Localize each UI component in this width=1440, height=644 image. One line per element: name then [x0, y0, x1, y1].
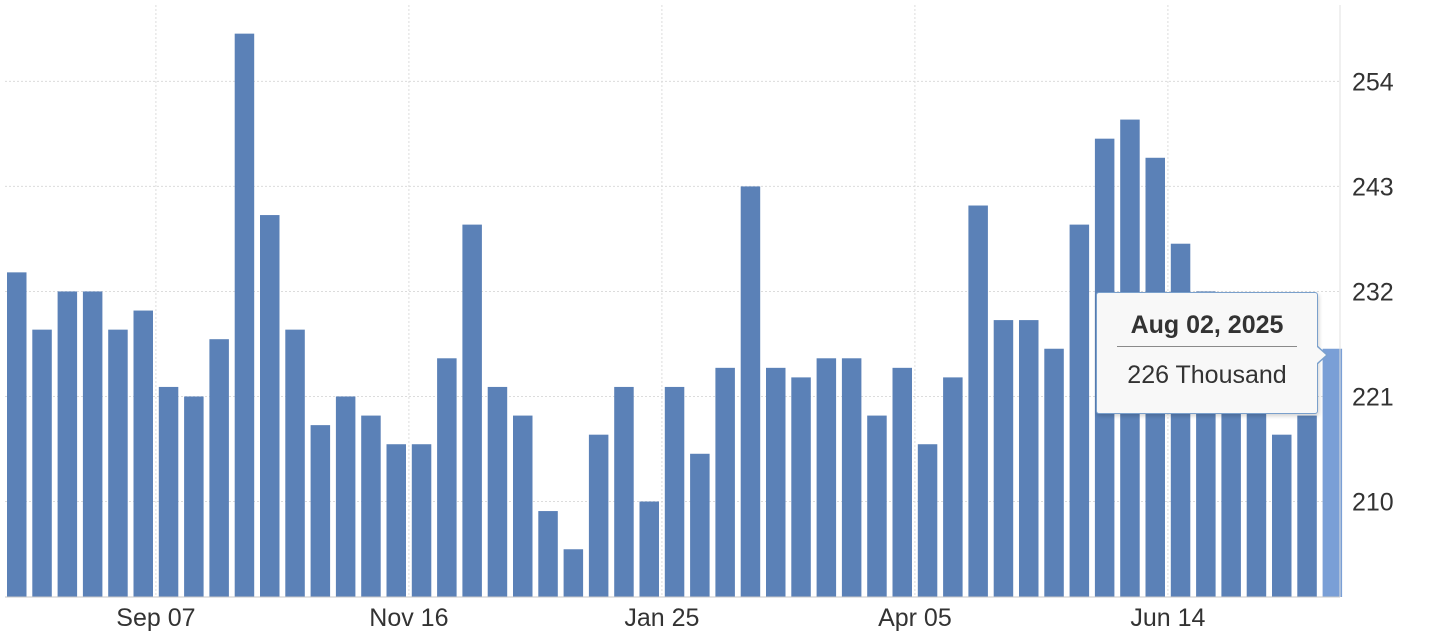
bar[interactable]: [411, 444, 432, 597]
x-tick-label: Apr 05: [878, 604, 952, 632]
bar[interactable]: [588, 434, 609, 597]
bar[interactable]: [209, 339, 229, 597]
bar[interactable]: [158, 386, 179, 597]
bar[interactable]: [690, 453, 710, 597]
bar[interactable]: [82, 291, 103, 597]
bar[interactable]: [1246, 367, 1267, 597]
bar[interactable]: [487, 386, 508, 597]
bar[interactable]: [1272, 434, 1292, 597]
y-tick-label: 210: [1352, 489, 1394, 517]
bar[interactable]: [943, 377, 963, 597]
bar[interactable]: [386, 444, 407, 597]
bar[interactable]: [664, 386, 685, 597]
bar[interactable]: [108, 329, 128, 597]
bar[interactable]: [892, 367, 913, 597]
bar[interactable]: [715, 367, 735, 597]
bar[interactable]: [968, 205, 988, 598]
bar[interactable]: [361, 415, 381, 597]
bar[interactable]: [184, 396, 204, 597]
bar[interactable]: [437, 358, 457, 597]
bar-highlighted[interactable]: [1322, 348, 1343, 597]
data-tooltip: Aug 02, 2025 226 Thousand: [1096, 292, 1328, 414]
x-tick-label: Jan 25: [624, 604, 699, 632]
bar[interactable]: [841, 358, 862, 597]
x-axis-labels: Sep 07 Nov 16 Jan 25 Apr 05 Jun 14: [116, 604, 1205, 632]
y-tick-label: 232: [1352, 278, 1394, 306]
bar[interactable]: [766, 367, 786, 597]
bar[interactable]: [538, 511, 558, 597]
bar[interactable]: [563, 549, 584, 597]
x-tick-label: Nov 16: [369, 604, 448, 632]
x-tick-label: Sep 07: [116, 604, 195, 632]
bar[interactable]: [917, 444, 938, 597]
bar[interactable]: [639, 501, 660, 597]
axes: [5, 5, 1341, 598]
bar[interactable]: [816, 358, 837, 597]
y-tick-label: 254: [1352, 68, 1394, 96]
bar[interactable]: [791, 377, 811, 597]
x-tick-label: Jun 14: [1130, 604, 1205, 632]
bar[interactable]: [57, 291, 78, 597]
bar[interactable]: [234, 33, 255, 598]
tooltip-date: Aug 02, 2025: [1117, 311, 1297, 347]
bar[interactable]: [285, 329, 305, 597]
y-tick-label: 243: [1352, 173, 1394, 201]
bar[interactable]: [1297, 415, 1317, 597]
bars: [7, 33, 1343, 598]
bar[interactable]: [7, 272, 27, 597]
bar[interactable]: [513, 415, 533, 597]
bar[interactable]: [1069, 224, 1090, 597]
bar[interactable]: [1019, 320, 1039, 597]
y-tick-label: 221: [1352, 383, 1394, 411]
bar[interactable]: [462, 224, 482, 597]
bar[interactable]: [993, 320, 1014, 597]
bar[interactable]: [740, 186, 761, 597]
bar[interactable]: [32, 329, 52, 597]
bar[interactable]: [335, 396, 356, 597]
bar[interactable]: [614, 386, 634, 597]
bar[interactable]: [1044, 348, 1064, 597]
bar[interactable]: [867, 415, 887, 597]
bar[interactable]: [133, 310, 154, 597]
y-axis-labels: 210 221 232 243 254: [1352, 68, 1394, 516]
tooltip-pointer-fill: [1317, 347, 1326, 363]
tooltip-value: 226 Thousand: [1127, 361, 1287, 389]
bar[interactable]: [260, 215, 280, 597]
bar[interactable]: [310, 425, 331, 597]
